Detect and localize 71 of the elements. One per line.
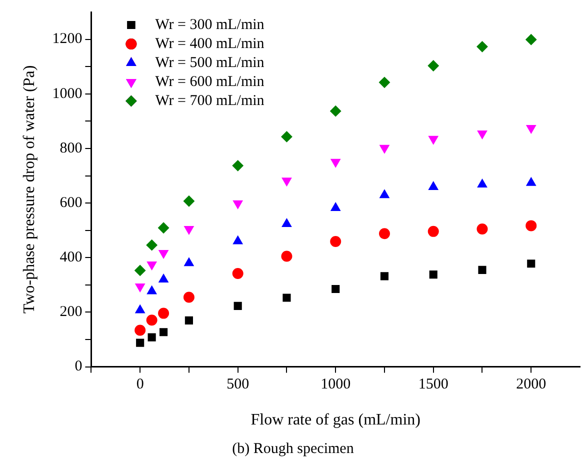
x-tick-label: 0 — [136, 376, 144, 393]
point — [378, 228, 390, 240]
y-tick-label: 800 — [60, 140, 82, 156]
point — [330, 236, 342, 248]
point — [281, 131, 292, 142]
point — [183, 292, 194, 303]
x-tick-label: 1500 — [418, 376, 448, 393]
point — [380, 144, 390, 154]
point — [429, 270, 438, 279]
point — [184, 316, 193, 324]
point — [380, 272, 389, 280]
point — [232, 268, 244, 279]
point — [146, 240, 158, 251]
point — [282, 294, 291, 302]
point — [330, 106, 342, 117]
point — [135, 304, 145, 314]
point — [526, 124, 536, 134]
point — [158, 222, 170, 234]
x-tick-label: 2000 — [516, 376, 546, 393]
point — [158, 274, 168, 282]
point — [526, 177, 536, 186]
y-tick-label: 1000 — [52, 86, 82, 102]
point — [232, 160, 244, 172]
point — [184, 258, 194, 266]
point — [527, 260, 536, 268]
point — [380, 190, 390, 198]
point — [526, 34, 537, 46]
point — [158, 308, 170, 319]
point — [330, 158, 340, 168]
point — [476, 41, 488, 52]
point — [233, 236, 243, 244]
legend-label: Wr = 700 mL/min — [155, 92, 265, 109]
point — [428, 60, 439, 72]
point — [134, 264, 146, 276]
point — [233, 200, 243, 209]
point — [146, 261, 157, 270]
legend-label: Wr = 300 mL/min — [155, 16, 265, 33]
x-tick-label: 500 — [226, 376, 250, 393]
point — [234, 302, 242, 310]
y-axis-title: Two-phase pressure drop of water (Pa) — [20, 65, 38, 314]
point — [146, 286, 157, 294]
point — [282, 178, 292, 186]
point — [160, 328, 168, 336]
x-tick-label: 1000 — [320, 376, 351, 393]
y-tick-label: 0 — [74, 358, 82, 375]
point — [476, 223, 488, 234]
point — [184, 226, 194, 234]
legend-label: Wr = 500 mL/min — [155, 54, 265, 71]
point — [332, 284, 340, 294]
point — [428, 136, 438, 144]
x-axis-title: Flow rate of gas (mL/min) — [250, 412, 420, 429]
point — [478, 266, 486, 274]
point — [428, 226, 439, 237]
point — [282, 218, 292, 228]
y-tick-label: 200 — [60, 304, 82, 320]
legend-label: Wr = 400 mL/min — [155, 36, 265, 52]
point — [477, 130, 488, 139]
point — [148, 333, 156, 342]
point — [146, 314, 158, 326]
point — [158, 250, 168, 258]
legend-label: Wr = 600 mL/min — [155, 74, 265, 90]
y-tick-label: 1200 — [52, 31, 82, 48]
point — [134, 324, 146, 336]
point — [183, 196, 194, 207]
point — [281, 250, 292, 262]
point — [378, 76, 390, 88]
point — [526, 220, 537, 232]
y-tick-label: 400 — [60, 250, 82, 266]
text: (b) Rough specimen — [231, 440, 355, 458]
point — [136, 338, 144, 347]
y-tick-label: 600 — [60, 194, 82, 211]
